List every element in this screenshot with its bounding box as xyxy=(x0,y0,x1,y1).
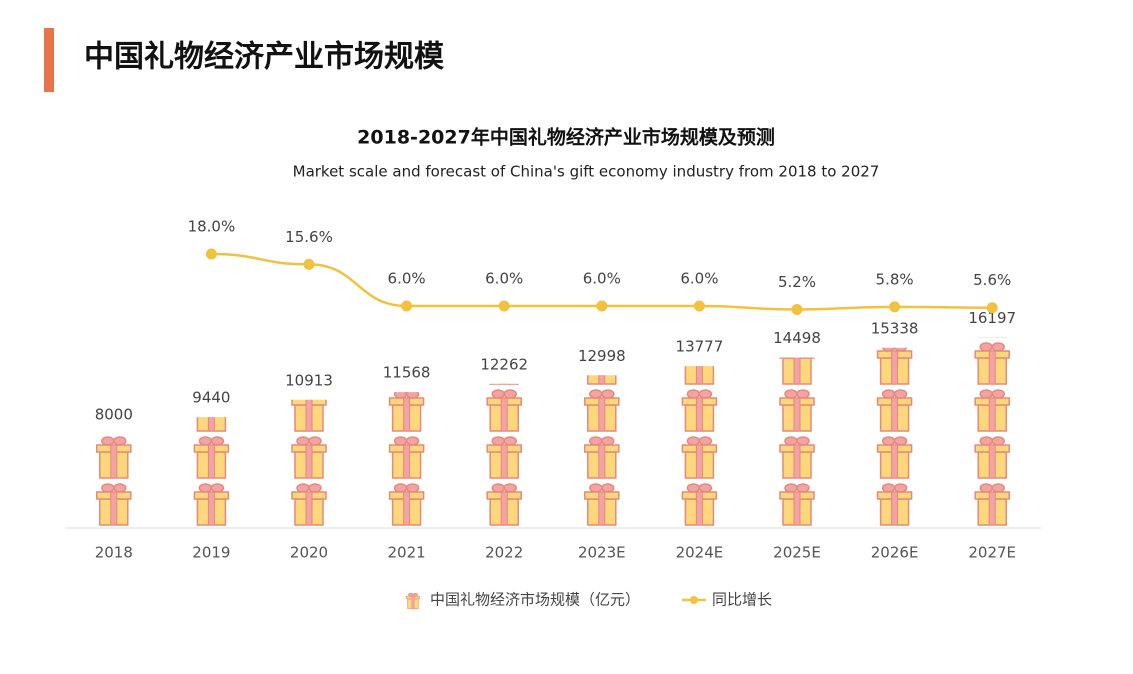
data-label: 6.0% xyxy=(583,269,621,287)
data-label: 16197 xyxy=(968,309,1016,327)
data-label: 5.8% xyxy=(876,270,914,288)
legend-label: 中国礼物经济市场规模（亿元） xyxy=(430,591,640,609)
bar xyxy=(193,417,230,526)
x-tick-label: 2020 xyxy=(290,544,328,562)
data-label: 12998 xyxy=(578,347,626,365)
data-label: 13777 xyxy=(676,338,724,356)
bar xyxy=(96,436,132,526)
chart-subtitle: Market scale and forecast of China's gif… xyxy=(293,163,880,181)
x-tick-label: 2025E xyxy=(773,544,821,562)
data-label: 9440 xyxy=(192,389,230,407)
line-point xyxy=(693,300,705,312)
line-point xyxy=(303,258,315,270)
data-label: 14498 xyxy=(773,329,821,347)
x-tick-label: 2022 xyxy=(485,544,523,562)
bar xyxy=(388,392,425,526)
bar xyxy=(486,383,522,526)
bar xyxy=(876,347,913,526)
data-label: 10913 xyxy=(285,371,333,389)
data-label: 6.0% xyxy=(388,269,426,287)
line-point xyxy=(205,248,217,260)
line-point xyxy=(889,301,901,313)
data-label: 12262 xyxy=(480,355,528,373)
data-label: 18.0% xyxy=(188,217,236,235)
x-tick-label: 2023E xyxy=(578,544,626,562)
x-tick-label: 2018 xyxy=(95,544,133,562)
x-tick-label: 2024E xyxy=(676,544,724,562)
data-label: 6.0% xyxy=(485,269,523,287)
data-label: 5.6% xyxy=(973,271,1011,289)
legend: 中国礼物经济市场规模（亿元） 同比增长 xyxy=(406,591,772,610)
data-label: 15338 xyxy=(871,319,919,337)
line-point xyxy=(596,300,608,312)
bar xyxy=(584,375,620,526)
data-label: 8000 xyxy=(95,406,133,424)
legend-icon xyxy=(406,592,420,610)
x-tick-label: 2026E xyxy=(871,544,919,562)
data-label: 6.0% xyxy=(680,269,718,287)
legend-label: 同比增长 xyxy=(712,591,772,609)
bar xyxy=(974,337,1010,526)
line-point xyxy=(401,300,413,312)
x-tick-label: 2019 xyxy=(192,544,230,562)
data-label: 11568 xyxy=(383,364,431,382)
data-label: 15.6% xyxy=(285,228,333,246)
x-tick-label: 2027E xyxy=(968,544,1016,562)
data-label: 5.2% xyxy=(778,273,816,291)
bar xyxy=(681,366,718,526)
line-point xyxy=(498,300,510,312)
line-point xyxy=(986,302,998,314)
chart-title: 2018-2027年中国礼物经济产业市场规模及预测 xyxy=(357,126,775,149)
line-point xyxy=(791,303,803,315)
page-title: 中国礼物经济产业市场规模 xyxy=(84,40,444,75)
legend-dot xyxy=(690,596,698,604)
header-accent xyxy=(44,28,54,92)
x-tick-label: 2021 xyxy=(388,544,426,562)
